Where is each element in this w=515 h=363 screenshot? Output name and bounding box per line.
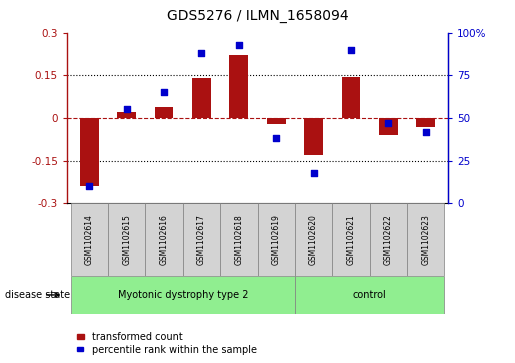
Point xyxy=(272,135,280,141)
FancyBboxPatch shape xyxy=(295,276,444,314)
FancyBboxPatch shape xyxy=(183,203,220,276)
Bar xyxy=(77,334,84,339)
FancyBboxPatch shape xyxy=(108,203,145,276)
Point xyxy=(123,107,131,113)
Text: GSM1102617: GSM1102617 xyxy=(197,214,206,265)
Bar xyxy=(77,347,83,351)
Point xyxy=(421,129,430,135)
Text: GDS5276 / ILMN_1658094: GDS5276 / ILMN_1658094 xyxy=(167,9,348,23)
Bar xyxy=(341,77,360,118)
Point xyxy=(160,90,168,95)
Point xyxy=(347,47,355,53)
Bar xyxy=(154,107,174,118)
Bar xyxy=(230,56,248,118)
Text: transformed count: transformed count xyxy=(92,331,182,342)
Point xyxy=(85,183,94,189)
FancyBboxPatch shape xyxy=(71,276,295,314)
Bar xyxy=(304,118,323,155)
Point xyxy=(197,50,205,56)
Bar xyxy=(379,118,398,135)
Text: Myotonic dystrophy type 2: Myotonic dystrophy type 2 xyxy=(117,290,248,300)
Bar xyxy=(192,78,211,118)
Text: GSM1102620: GSM1102620 xyxy=(309,214,318,265)
Text: GSM1102618: GSM1102618 xyxy=(234,214,243,265)
Text: GSM1102616: GSM1102616 xyxy=(160,214,168,265)
Bar xyxy=(416,118,435,127)
FancyBboxPatch shape xyxy=(332,203,370,276)
Text: control: control xyxy=(353,290,386,300)
FancyBboxPatch shape xyxy=(295,203,332,276)
Point xyxy=(384,120,392,126)
Text: GSM1102619: GSM1102619 xyxy=(272,214,281,265)
Text: GSM1102614: GSM1102614 xyxy=(85,214,94,265)
Text: GSM1102622: GSM1102622 xyxy=(384,214,393,265)
Text: percentile rank within the sample: percentile rank within the sample xyxy=(92,345,256,355)
FancyBboxPatch shape xyxy=(220,203,258,276)
Text: GSM1102615: GSM1102615 xyxy=(122,214,131,265)
FancyBboxPatch shape xyxy=(71,203,108,276)
FancyBboxPatch shape xyxy=(145,203,183,276)
Text: disease state: disease state xyxy=(5,290,70,300)
Text: GSM1102621: GSM1102621 xyxy=(347,214,355,265)
Point xyxy=(310,170,318,175)
FancyBboxPatch shape xyxy=(407,203,444,276)
FancyBboxPatch shape xyxy=(370,203,407,276)
Bar xyxy=(80,118,99,186)
Point xyxy=(235,42,243,48)
Bar xyxy=(267,118,285,124)
Text: GSM1102623: GSM1102623 xyxy=(421,214,430,265)
Bar xyxy=(117,112,136,118)
FancyBboxPatch shape xyxy=(258,203,295,276)
